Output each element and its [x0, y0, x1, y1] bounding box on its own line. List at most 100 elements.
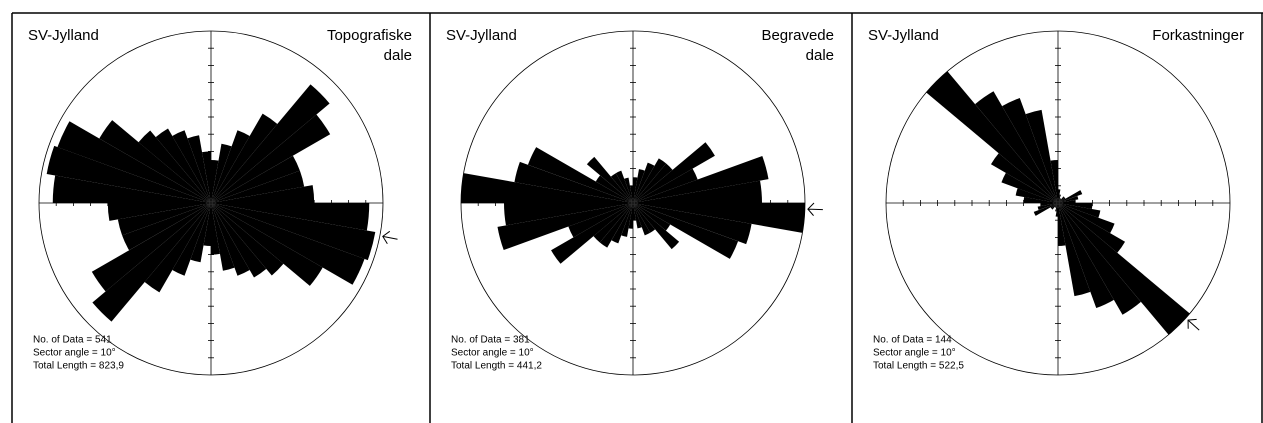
rose-sector — [1055, 203, 1058, 208]
panel-title: Begravede — [761, 27, 834, 44]
rose-sector — [211, 155, 300, 203]
rose-sector — [211, 203, 365, 285]
rose-sector — [1058, 203, 1190, 335]
rose-sector — [633, 203, 739, 259]
rose-sector — [211, 203, 220, 255]
mean-direction-arrow — [807, 202, 823, 216]
rose-sector — [1023, 197, 1058, 203]
rose-sector — [514, 161, 633, 203]
rose-sector — [633, 203, 642, 229]
panel-title: Forkastninger — [1152, 27, 1244, 44]
rose-sector — [1015, 188, 1058, 203]
rose-sector — [595, 175, 633, 203]
rose-sector — [926, 71, 1058, 203]
rose-sector — [1037, 203, 1058, 211]
rose-sector — [586, 156, 633, 203]
stat-text: Total Length = 522,5 — [873, 361, 964, 372]
rose-sector — [1025, 109, 1058, 203]
rose-sector — [1058, 200, 1076, 203]
rose-sector — [633, 177, 638, 203]
rose-sector — [52, 175, 212, 203]
rose-sector — [633, 203, 752, 245]
rose-sector — [203, 203, 211, 246]
rose-sector — [1055, 203, 1058, 217]
rose-sector — [187, 135, 211, 203]
rose-sector — [211, 170, 305, 203]
rose-sector — [1058, 189, 1061, 203]
rose-sector — [1058, 190, 1083, 203]
rose-sector — [599, 203, 633, 248]
rose-sector — [1058, 198, 1062, 203]
rose-sector — [1058, 203, 1091, 297]
rose-sector — [633, 158, 667, 203]
rose-sector — [1054, 203, 1058, 208]
rose-sector — [1050, 160, 1058, 203]
rose-sector — [633, 203, 651, 236]
rose-sector — [633, 180, 762, 203]
rose-sector — [122, 203, 211, 251]
rose-sector — [610, 173, 633, 203]
rose-sector — [568, 203, 633, 238]
rose-sector — [211, 143, 232, 203]
rose-sector — [633, 168, 698, 203]
rose-sector — [527, 147, 633, 203]
rose-sector — [621, 203, 633, 237]
region-label: SV-Jylland — [28, 27, 99, 44]
rose-sector — [1001, 172, 1058, 203]
rose-sector — [211, 203, 267, 278]
rose-sector — [1058, 203, 1114, 309]
rose-sector — [1058, 203, 1066, 246]
rose-sector — [144, 203, 211, 293]
rose-sector — [211, 203, 235, 271]
rose-sector — [504, 203, 633, 226]
rose-sector — [1058, 196, 1065, 203]
rose-sector — [1051, 203, 1058, 210]
rose-sector — [211, 130, 250, 203]
rose-sector — [633, 203, 636, 221]
rose-sector — [633, 169, 645, 203]
rose-sector — [1058, 203, 1093, 209]
mean-direction-arrow — [1187, 318, 1200, 331]
region-label: SV-Jylland — [868, 27, 939, 44]
rose-sector — [202, 151, 211, 203]
rose-sector — [211, 203, 284, 276]
rose-sector — [633, 203, 805, 233]
rose-sector — [117, 203, 211, 236]
rose-sector — [1040, 203, 1058, 206]
stat-text: Sector angle = 10° — [873, 348, 956, 359]
rose-sector — [630, 185, 633, 203]
rose-sector — [633, 155, 769, 203]
stat-text: Sector angle = 10° — [33, 348, 116, 359]
rose-sector — [1058, 203, 1126, 253]
rose-sector — [633, 203, 680, 250]
panel-title: dale — [384, 47, 412, 64]
rose-sector — [611, 203, 633, 244]
rose-sector — [211, 203, 376, 261]
rose-sector — [211, 203, 323, 286]
rose-sector — [211, 113, 278, 203]
rose-sector — [1058, 203, 1115, 234]
rose-sector — [1058, 194, 1061, 203]
rose-sector — [172, 203, 211, 276]
rose-sector — [1002, 97, 1058, 203]
stat-text: Sector angle = 10° — [451, 348, 534, 359]
stat-text: Total Length = 823,9 — [33, 361, 124, 372]
stat-text: Total Length = 441,2 — [451, 361, 542, 372]
rose-sector — [1055, 203, 1058, 212]
rose-sector — [1050, 203, 1058, 209]
rose-sector — [92, 203, 211, 322]
stat-text: No. of Data = 381 — [451, 335, 530, 346]
stat-text: No. of Data = 541 — [33, 335, 112, 346]
rose-sector — [615, 170, 633, 203]
rose-sector — [633, 162, 655, 203]
rose-sector — [211, 84, 330, 203]
rose-sector — [633, 142, 715, 203]
panel-title: Topografiske — [327, 27, 412, 44]
rose-sector — [497, 203, 633, 251]
region-label: SV-Jylland — [446, 27, 517, 44]
rose-sector — [107, 203, 211, 221]
rose-sector — [1058, 197, 1066, 203]
rose-sector — [138, 130, 211, 203]
rose-sector — [190, 203, 211, 263]
